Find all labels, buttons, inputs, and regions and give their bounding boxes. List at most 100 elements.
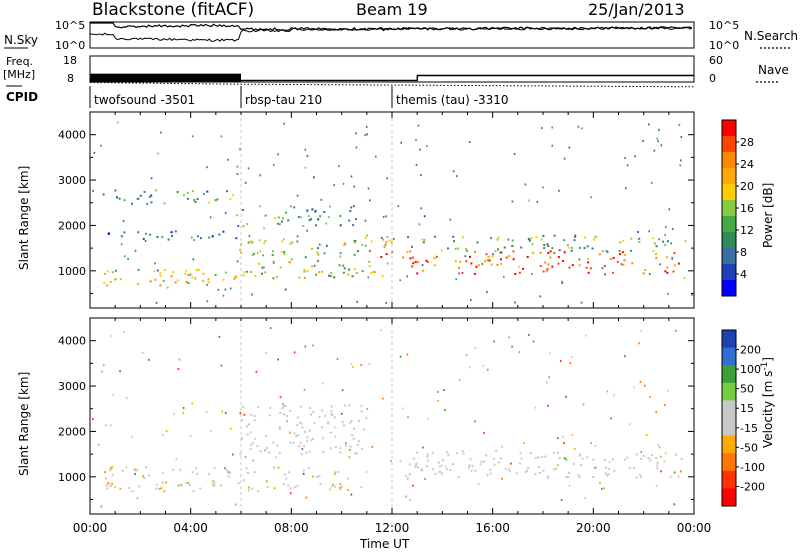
velocity-sparse-cell (523, 442, 525, 445)
power-cell (571, 246, 573, 249)
velocity-sparse-cell (445, 465, 447, 468)
velocity-cell (355, 452, 358, 455)
power-cell (621, 251, 624, 254)
power-cell (171, 235, 173, 237)
power-cell (257, 262, 260, 265)
velocity-cell (246, 433, 249, 436)
power-sparse-cell (499, 251, 501, 254)
power-cell (315, 224, 318, 227)
power-cell (414, 260, 417, 263)
power-sparse-cell (122, 220, 125, 223)
power-sparse-cell (385, 215, 387, 218)
power-cell (382, 238, 384, 241)
velocity-cell (479, 463, 482, 466)
power-colorbar-swatch (722, 136, 736, 153)
power-cell (310, 218, 313, 221)
power-cell (562, 260, 565, 262)
power-cell (333, 276, 336, 279)
x-tick-label: 00:00 (73, 521, 108, 535)
freq-right-tick-top: 60 (709, 54, 723, 67)
power-cell (202, 272, 205, 275)
velocity-sparse-cell (477, 482, 480, 485)
power-cell (557, 256, 560, 259)
nave-series-line (89, 82, 695, 88)
velocity-cell (278, 426, 281, 429)
noise-left-tick-bottom: 10^0 (55, 39, 85, 52)
power-sparse-cell (206, 300, 209, 303)
velocity-cell (249, 448, 252, 451)
power-sparse-cell (160, 131, 162, 134)
velocity-cell (308, 407, 311, 410)
power-cell (316, 259, 319, 262)
power-cell (142, 237, 145, 240)
velocity-cell (495, 449, 498, 452)
power-sparse-cell (563, 157, 566, 160)
velocity-cell (284, 405, 287, 408)
power-cell (235, 237, 238, 240)
power-cell (323, 211, 326, 213)
velocity-cell (310, 413, 313, 416)
power-cell (370, 240, 373, 243)
velocity-sparse-cell (405, 495, 407, 498)
velocity-colorbar-swatch (722, 365, 736, 384)
velocity-cell (296, 485, 299, 488)
power-colorbar-label: Power [dB] (761, 183, 775, 248)
velocity-cell (279, 428, 282, 431)
power-sparse-cell (541, 127, 543, 130)
power-cell (264, 271, 267, 274)
velocity-sparse-cell (220, 364, 223, 367)
velocity-sparse-cell (571, 356, 573, 358)
power-cell (385, 240, 388, 243)
velocity-sparse-cell (601, 487, 603, 490)
velocity-cell (138, 485, 141, 488)
power-colorbar-swatch (722, 168, 736, 185)
power-cell (264, 214, 267, 217)
velocity-sparse-cell (680, 470, 682, 473)
velocity-cell (656, 467, 659, 470)
power-cell (254, 275, 257, 277)
velocity-cell (250, 413, 253, 416)
velocity-sparse-cell (599, 481, 601, 484)
velocity-sparse-cell (130, 435, 133, 438)
velocity-colorbar-tick-label: -15 (740, 422, 758, 435)
power-cell (526, 256, 529, 258)
power-cell (570, 249, 573, 252)
power-sparse-cell (400, 141, 402, 144)
power-cell (574, 235, 576, 238)
power-cell (278, 216, 281, 219)
velocity-sparse-cell (173, 412, 175, 415)
power-cell (271, 254, 274, 256)
velocity-cell (292, 441, 295, 444)
velocity-cell (245, 467, 248, 470)
velocity-colorbar-swatch (722, 453, 736, 472)
velocity-data (92, 327, 683, 508)
velocity-sparse-cell (125, 466, 128, 469)
velocity-sparse-cell (547, 404, 549, 407)
power-cell (155, 189, 158, 192)
power-cell (383, 245, 386, 248)
power-sparse-cell (313, 264, 316, 267)
power-cell (296, 240, 299, 243)
power-cell (187, 274, 190, 276)
power-sparse-cell (364, 134, 367, 137)
power-cell (214, 199, 217, 202)
velocity-sparse-cell (282, 403, 284, 406)
power-sparse-cell (283, 122, 285, 125)
velocity-sparse-cell (275, 456, 277, 459)
power-cell (339, 255, 342, 258)
velocity-cell (344, 404, 347, 407)
power-cell (522, 267, 525, 270)
power-cell (229, 198, 232, 201)
velocity-cell (639, 475, 642, 478)
velocity-cell (107, 482, 110, 484)
velocity-cell (613, 469, 616, 472)
power-cell (583, 247, 586, 249)
velocity-cell (213, 484, 216, 487)
power-cell (342, 264, 345, 267)
velocity-cell (310, 439, 313, 442)
freq-lines (89, 73, 695, 88)
velocity-cell (581, 457, 584, 460)
freq-label-line1: Freq. (6, 55, 33, 68)
velocity-cell (211, 480, 214, 483)
velocity-sparse-cell (399, 355, 402, 358)
